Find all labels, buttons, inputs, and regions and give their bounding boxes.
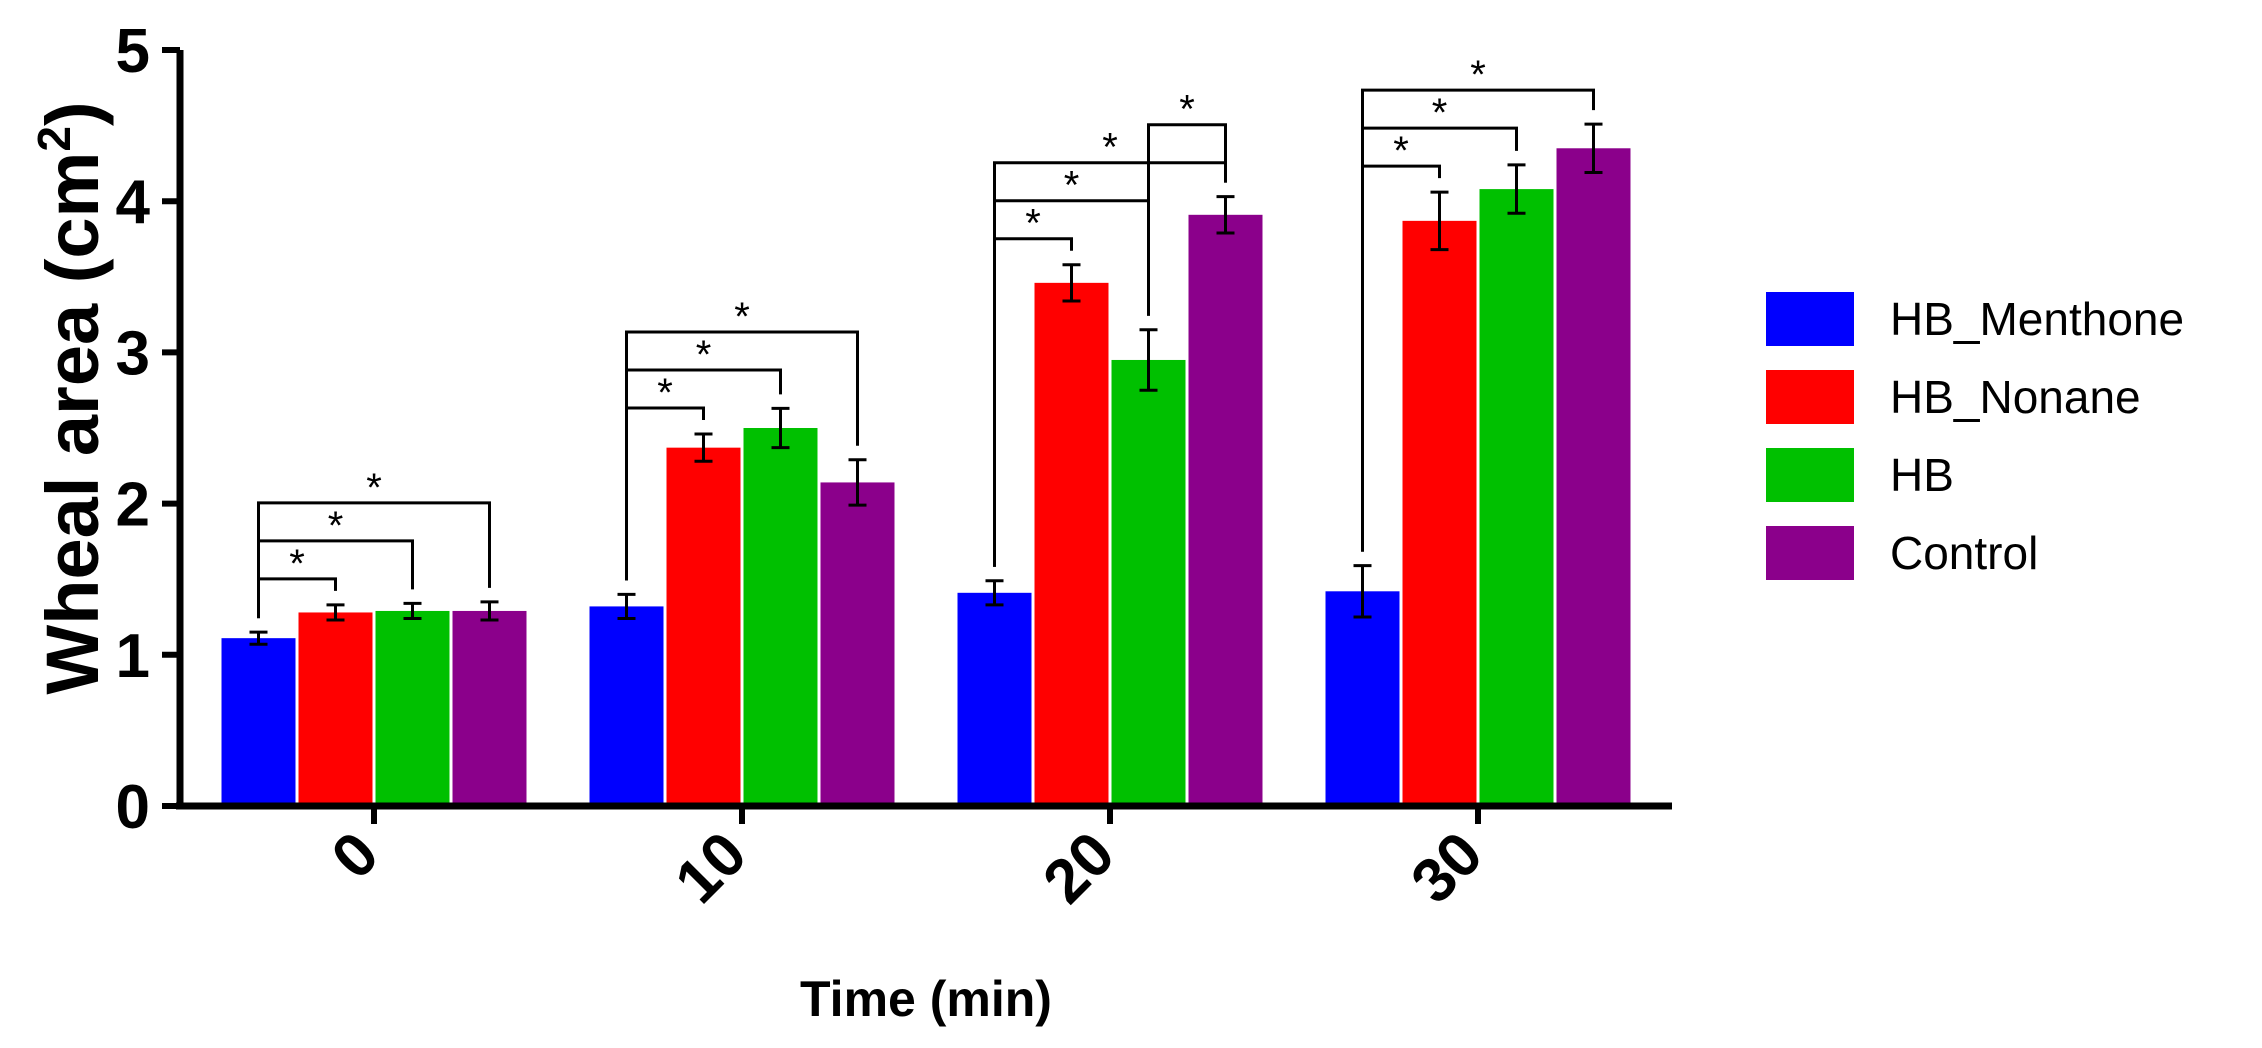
bar [666,447,741,806]
significance-marker: * [1064,164,1080,208]
bar [1111,359,1186,806]
x-tick-label: 20 [1030,819,1128,917]
legend-label: HB [1890,449,1954,501]
x-tick-label: 0 [319,819,392,892]
error-bars [249,122,1603,646]
significance-marker: * [328,504,344,548]
x-axis-ticks: 0 10 20 30 [319,806,1496,917]
significance-marker: * [1102,126,1118,170]
bar [452,610,527,806]
legend-label: HB_Menthone [1890,293,2184,345]
bar [743,428,818,806]
y-tick-label: 3 [116,319,150,388]
significance-marker: * [1432,91,1448,135]
bar [1479,189,1554,806]
bar [589,606,664,806]
legend-label: Control [1890,527,2038,579]
significance-marker: * [734,295,750,339]
y-axis-label-close: ) [31,101,114,126]
bar [1325,591,1400,806]
significance-marker: * [657,371,673,415]
bar [1034,282,1109,806]
legend-swatch [1766,292,1854,346]
x-tick-label: 10 [662,819,760,917]
y-axis-label-superscript: 2 [28,126,80,152]
y-tick-label: 2 [116,471,150,540]
significance-bracket [1361,88,1595,552]
bar [221,638,296,806]
x-axis-label: Time (min) [800,971,1052,1027]
significance-marker: * [1470,53,1486,97]
y-tick-label: 5 [116,17,150,86]
y-axis-ticks: 0 1 2 3 4 5 [116,17,180,842]
legend-label: HB_Nonane [1890,371,2141,423]
significance-marker: * [366,466,382,510]
significance-marker: * [1025,202,1041,246]
y-tick-label: 0 [116,773,150,842]
significance-marker: * [1393,129,1409,173]
bar [375,610,450,806]
legend-swatch [1766,370,1854,424]
significance-marker: * [1179,88,1195,132]
y-axis-label: Wheal area (cm2) [28,101,114,694]
x-tick-label: 30 [1398,819,1496,917]
bar [298,612,373,806]
y-tick-label: 4 [116,168,151,237]
legend-swatch [1766,448,1854,502]
bar [1556,148,1631,806]
significance-brackets: * * * * * * * * * * * * * [257,53,1595,619]
bar [820,482,895,806]
significance-bracket [257,501,491,619]
legend-swatch [1766,526,1854,580]
significance-bracket [1147,123,1227,316]
bar [957,592,1032,806]
bars [221,148,1631,807]
legend: HB_Menthone HB_Nonane HB Control [1766,292,2184,580]
bar [1188,214,1263,807]
significance-bracket [625,330,859,581]
significance-marker: * [696,333,712,377]
y-tick-label: 1 [116,622,150,691]
bar [1402,220,1477,806]
significance-marker: * [289,542,305,586]
y-axis-label-text: Wheal area (cm [31,152,114,695]
